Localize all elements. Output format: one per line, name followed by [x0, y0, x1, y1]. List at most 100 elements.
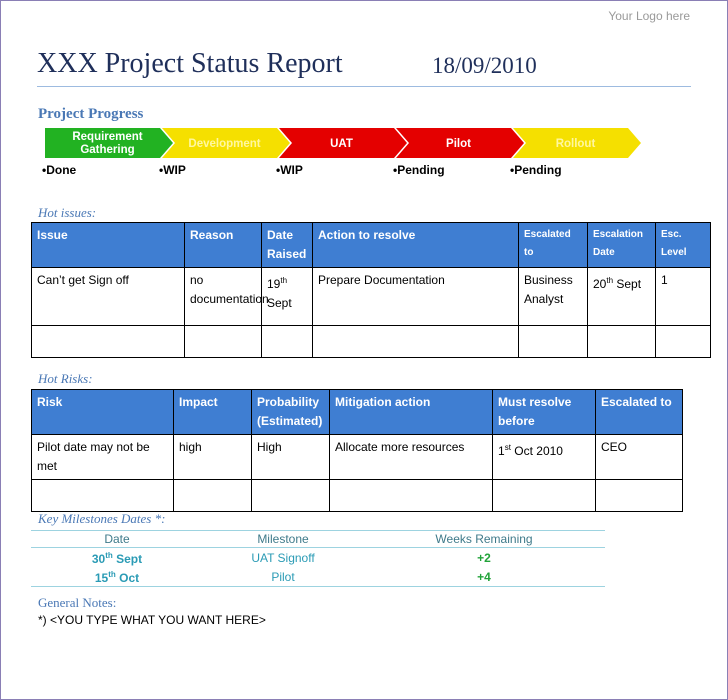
table-cell: Business Analyst — [518, 267, 588, 326]
stage-status: •Pending — [510, 163, 562, 177]
table-cell: Pilot — [203, 567, 363, 587]
header-row: Issue Reason Date Raised Action to resolve E… — [31, 222, 711, 268]
table-row: Can’t get Sign off no documentation 19th S… — [31, 267, 711, 326]
section-label: Key Milestones Dates *: — [38, 511, 166, 526]
stage-status: •WIP — [159, 163, 186, 177]
table-cell: 1 — [655, 267, 711, 326]
cell-text: 20 — [593, 277, 607, 291]
ordinal-suffix: th — [280, 276, 288, 285]
table-cell: no documentation — [184, 267, 269, 326]
ordinal-suffix: st — [504, 443, 511, 452]
header-cell: Risk — [31, 389, 174, 435]
header-cell: Weeks Remaining — [363, 530, 605, 548]
risks-table: Risk Impact Probability (Estimated) Mitigat… — [31, 389, 683, 512]
section-label: Hot issues: — [38, 205, 97, 220]
header-cell: Mitigation action — [329, 389, 493, 435]
stage-status: •Pending — [393, 163, 445, 177]
table-cell: 15th Oct — [31, 567, 203, 587]
stage-label: Requirement Gathering — [72, 131, 142, 156]
report-date: 18/09/2010 — [432, 53, 537, 78]
header-row: Date Milestone Weeks Remaining — [31, 530, 605, 548]
table-row: Pilot date may not be met high High Allocat… — [31, 434, 683, 480]
table-cell — [173, 479, 252, 512]
table-cell — [492, 479, 596, 512]
ordinal-suffix: th — [105, 551, 113, 560]
stage-label: UAT — [330, 138, 353, 150]
table-cell: High — [251, 434, 330, 480]
header-cell: Impact — [173, 389, 252, 435]
header-cell: Action to resolve — [312, 222, 519, 268]
table-cell — [595, 479, 683, 512]
table-cell — [184, 325, 262, 358]
table-cell — [31, 479, 174, 512]
stage-label: Pilot — [446, 138, 471, 150]
stage-status: •WIP — [276, 163, 303, 177]
header-cell: Issue — [31, 222, 185, 268]
table-cell: Can’t get Sign off — [31, 267, 185, 326]
header-cell: Milestone — [203, 530, 363, 548]
cell-text: Oct 2010 — [514, 444, 563, 458]
stage-arrow — [45, 128, 173, 158]
header-cell: Must resolve before — [492, 389, 596, 435]
table-cell: Pilot date may not be met — [31, 434, 174, 480]
table-cell: 30th Sept — [31, 548, 203, 568]
section-label: Hot Risks: — [38, 371, 93, 386]
cell-text: Oct — [119, 571, 140, 585]
ordinal-suffix: th — [108, 570, 116, 579]
header-cell: Date — [31, 530, 203, 548]
table-cell — [655, 325, 711, 358]
header-cell: Escalation Date — [587, 222, 656, 268]
header-cell: Reason — [184, 222, 262, 268]
header-cell: Probability (Estimated) — [251, 389, 330, 435]
logo-placeholder: Your Logo here — [608, 9, 690, 23]
table-cell — [312, 325, 519, 358]
table-row: 15th Oct Pilot +4 — [31, 567, 605, 587]
cell-text: 15 — [94, 571, 109, 585]
stage-label: Rollout — [556, 138, 596, 150]
table-cell — [329, 479, 493, 512]
header-row: Risk Impact Probability (Estimated) Mitigat… — [31, 389, 683, 435]
table-row: 30th Sept UAT Signoff +2 — [31, 548, 605, 568]
table-cell — [261, 325, 313, 358]
notes-text: *) <YOU TYPE WHAT YOU WANT HERE> — [38, 613, 266, 627]
section-title: Project Progress — [38, 106, 144, 122]
table-cell: Prepare Documentation — [312, 267, 519, 326]
ordinal-suffix: th — [606, 276, 614, 285]
stage-status: •Done — [42, 163, 77, 177]
milestones-table: Date Milestone Weeks Remaining 30th Sept UAT… — [31, 530, 605, 587]
report-title: XXX Project Status Report — [37, 48, 343, 79]
cell-text: Sept — [116, 552, 143, 566]
stage-label: Development — [188, 138, 260, 150]
table-cell: 20th Sept — [587, 267, 656, 326]
stage-arrow — [396, 128, 524, 158]
table-cell — [31, 325, 185, 358]
table-cell: UAT Signoff — [251, 550, 315, 565]
cell-text: Sept — [267, 296, 292, 310]
header-cell: Date Raised — [261, 222, 313, 268]
cell-text: 19 — [267, 277, 281, 291]
table-cell — [518, 325, 588, 358]
title-rule — [37, 86, 691, 87]
header-cell: Escalated to — [518, 222, 588, 268]
table-cell — [587, 325, 656, 358]
cell-text: 1 — [498, 444, 505, 458]
table-cell: high — [173, 434, 252, 480]
stage-arrow — [162, 128, 290, 158]
progress-arrows: Requirement Gathering Development UAT Pilot R… — [45, 128, 641, 158]
table-cell — [251, 479, 330, 512]
table-cell: 19th Sept — [261, 267, 313, 326]
stage-arrow — [279, 128, 407, 158]
header-cell: Escalated to — [595, 389, 683, 435]
cell-text: Sept — [616, 277, 642, 291]
cell-text: 30 — [91, 552, 106, 566]
table-row — [31, 325, 711, 358]
header-cell: Esc. Level — [655, 222, 711, 268]
table-row — [31, 479, 683, 512]
table-cell: CEO — [595, 434, 683, 480]
issues-table: Issue Reason Date Raised Action to resolve E… — [31, 222, 711, 358]
stage-arrow — [513, 128, 641, 158]
section-label: General Notes: — [38, 595, 117, 610]
table-cell: +4 — [363, 567, 605, 587]
table-cell: 1st Oct 2010 — [492, 434, 596, 480]
